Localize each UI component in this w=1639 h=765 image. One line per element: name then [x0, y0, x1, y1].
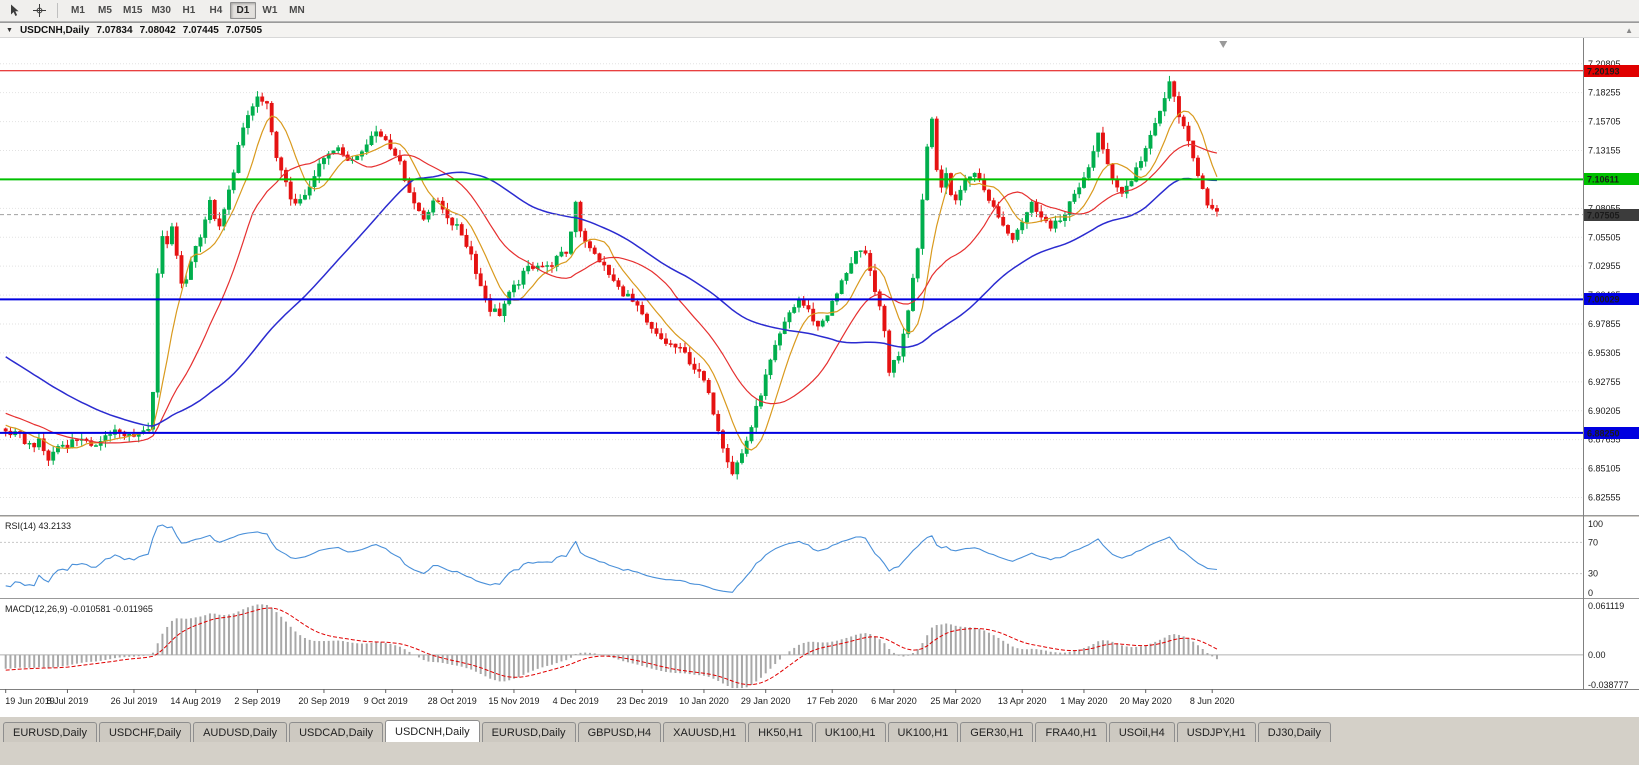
top-toolbar: M1 M5 M15 M30 H1 H4 D1 W1 MN — [0, 0, 1639, 22]
svg-text:-0.038777: -0.038777 — [1588, 680, 1629, 690]
chart-tab-ger30-h1[interactable]: GER30,H1 — [960, 722, 1034, 742]
chart-tab-usdcad-daily[interactable]: USDCAD,Daily — [289, 722, 384, 742]
toolbar-separator — [57, 3, 58, 18]
svg-text:7.15705: 7.15705 — [1588, 117, 1621, 127]
ohlc-low: 7.07445 — [182, 24, 219, 36]
timeframe-button-group: M1 M5 M15 M30 H1 H4 D1 W1 MN — [65, 2, 310, 19]
svg-text:8 Jul 2019: 8 Jul 2019 — [47, 696, 89, 706]
svg-text:6.97855: 6.97855 — [1588, 319, 1621, 329]
svg-text:0.061119: 0.061119 — [1588, 601, 1624, 611]
svg-text:0.00: 0.00 — [1588, 650, 1606, 660]
svg-text:6.87655: 6.87655 — [1588, 435, 1621, 445]
svg-text:7.05505: 7.05505 — [1588, 232, 1621, 242]
svg-text:7.20193: 7.20193 — [1587, 67, 1620, 77]
ohlc-open: 7.07834 — [96, 24, 133, 36]
chart-tab-usdjpy-h1[interactable]: USDJPY,H1 — [1176, 722, 1256, 742]
svg-text:6.90205: 6.90205 — [1588, 406, 1621, 416]
svg-text:29 Jan 2020: 29 Jan 2020 — [741, 696, 791, 706]
svg-text:6.92755: 6.92755 — [1588, 377, 1621, 387]
chart-tab-audusd-daily[interactable]: AUDUSD,Daily — [193, 722, 288, 742]
scroll-up-icon[interactable]: ▲ — [1625, 25, 1633, 35]
chart-tab-bar: EURUSD,Daily USDCHF,Daily AUDUSD,Daily USDC… — [0, 716, 1639, 742]
price-chart-canvas[interactable]: 7.208057.182557.157057.131557.106057.080… — [0, 38, 1639, 717]
svg-text:20 Sep 2019: 20 Sep 2019 — [298, 696, 349, 706]
chart-tab-xauusd-h1[interactable]: XAUUSD,H1 — [663, 722, 747, 742]
svg-text:7.13155: 7.13155 — [1588, 146, 1621, 156]
svg-text:19 Jun 2019: 19 Jun 2019 — [5, 696, 55, 706]
svg-text:6.85105: 6.85105 — [1588, 464, 1621, 474]
timeframe-button-d1[interactable]: D1 — [229, 2, 256, 19]
svg-text:20 May 2020: 20 May 2020 — [1120, 696, 1172, 706]
ohlc-high: 7.08042 — [139, 24, 176, 36]
svg-text:28 Oct 2019: 28 Oct 2019 — [428, 696, 477, 706]
timeframe-button-m5[interactable]: M5 — [98, 5, 112, 16]
ohlc-close: 7.07505 — [225, 24, 263, 36]
chart-tab-uk100-h1[interactable]: UK100,H1 — [887, 722, 959, 742]
svg-text:7.10611: 7.10611 — [1587, 175, 1619, 185]
svg-text:13 Apr 2020: 13 Apr 2020 — [998, 696, 1047, 706]
status-area — [0, 742, 1639, 765]
chart-tab-fra40-h1[interactable]: FRA40,H1 — [1035, 722, 1107, 742]
svg-text:17 Feb 2020: 17 Feb 2020 — [807, 696, 858, 706]
svg-text:14 Aug 2019: 14 Aug 2019 — [170, 696, 221, 706]
timeframe-button-h1[interactable]: H1 — [182, 5, 196, 16]
svg-text:70: 70 — [1588, 537, 1598, 547]
svg-text:8 Jun 2020: 8 Jun 2020 — [1190, 696, 1235, 706]
chart-tab-hk50-h1[interactable]: HK50,H1 — [748, 722, 813, 742]
timeframe-button-w1[interactable]: W1 — [262, 5, 278, 16]
svg-text:2 Sep 2019: 2 Sep 2019 — [234, 696, 280, 706]
svg-text:23 Dec 2019: 23 Dec 2019 — [617, 696, 668, 706]
svg-text:MACD(12,26,9) -0.010581 -0.011: MACD(12,26,9) -0.010581 -0.011965 — [5, 604, 153, 614]
svg-text:7.00029: 7.00029 — [1587, 295, 1620, 305]
svg-text:1 May 2020: 1 May 2020 — [1060, 696, 1107, 706]
svg-text:6.88250: 6.88250 — [1587, 429, 1620, 439]
chart-tab-eurusd-daily[interactable]: EURUSD,Daily — [3, 722, 97, 742]
svg-text:0: 0 — [1588, 588, 1593, 598]
chart-tab-usdcnh-daily[interactable]: USDCNH,Daily — [385, 720, 480, 742]
svg-text:7.20805: 7.20805 — [1588, 59, 1621, 69]
svg-text:100: 100 — [1588, 519, 1603, 529]
timeframe-button-mn[interactable]: MN — [289, 5, 305, 16]
chart-title-bar: ▼ USDCNH,Daily 7.07834 7.08042 7.07445 7… — [0, 23, 1639, 38]
timeframe-button-m15[interactable]: M15 — [123, 5, 143, 16]
chart-tab-usdchf-daily[interactable]: USDCHF,Daily — [98, 722, 192, 742]
chart-tab-usoil-h4[interactable]: USOil,H4 — [1108, 722, 1175, 742]
timeframe-button-m30[interactable]: M30 — [151, 5, 171, 16]
svg-text:6.82555: 6.82555 — [1588, 493, 1621, 503]
symbol-dropdown-icon[interactable]: ▼ — [6, 26, 13, 34]
svg-text:7.02955: 7.02955 — [1588, 261, 1621, 271]
chart-tab-dj30-daily[interactable]: DJ30,Daily — [1257, 722, 1331, 742]
chart-tab-gbpusd-h4[interactable]: GBPUSD,H4 — [577, 722, 662, 742]
svg-text:30: 30 — [1588, 569, 1598, 579]
timeframe-button-h4[interactable]: H4 — [209, 5, 223, 16]
chart-tab-eurusd-daily[interactable]: EURUSD,Daily — [481, 722, 576, 742]
svg-text:6.95305: 6.95305 — [1588, 348, 1621, 358]
svg-text:26 Jul 2019: 26 Jul 2019 — [111, 696, 158, 706]
svg-text:25 Mar 2020: 25 Mar 2020 — [930, 696, 981, 706]
cursor-icon[interactable] — [4, 1, 26, 21]
svg-text:7.08055: 7.08055 — [1588, 203, 1621, 213]
svg-text:7.07505: 7.07505 — [1587, 211, 1620, 221]
svg-text:15 Nov 2019: 15 Nov 2019 — [488, 696, 539, 706]
chart-tab-uk100-h1[interactable]: UK100,H1 — [814, 722, 886, 742]
svg-text:7.18255: 7.18255 — [1588, 88, 1621, 98]
crosshair-icon[interactable] — [28, 1, 50, 21]
svg-text:RSI(14) 43.2133: RSI(14) 43.2133 — [5, 521, 71, 531]
svg-text:4 Dec 2019: 4 Dec 2019 — [553, 696, 599, 706]
chart-title: USDCNH,Daily — [19, 24, 90, 36]
svg-text:6 Mar 2020: 6 Mar 2020 — [871, 696, 917, 706]
svg-text:10 Jan 2020: 10 Jan 2020 — [679, 696, 729, 706]
timeframe-button-m1[interactable]: M1 — [71, 5, 85, 16]
svg-text:9 Oct 2019: 9 Oct 2019 — [364, 696, 408, 706]
chart-window: ▼ USDCNH,Daily 7.07834 7.08042 7.07445 7… — [0, 22, 1639, 716]
